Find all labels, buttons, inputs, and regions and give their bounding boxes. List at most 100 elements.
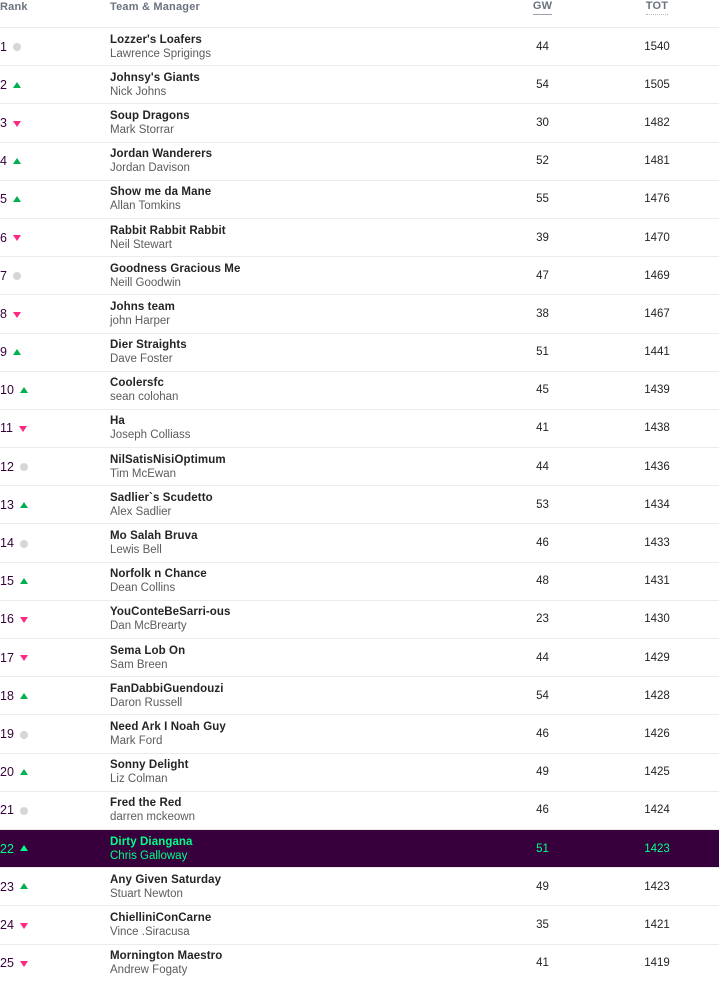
team-name[interactable]: FanDabbiGuendouzi <box>110 682 490 696</box>
team-name[interactable]: Dirty Diangana <box>110 835 490 849</box>
team-name[interactable]: Mornington Maestro <box>110 949 490 963</box>
team-name[interactable]: Lozzer's Loafers <box>110 33 490 47</box>
rank-number: 16 <box>0 613 14 626</box>
team-name[interactable]: Johns team <box>110 300 490 314</box>
team-name[interactable]: Any Given Saturday <box>110 873 490 887</box>
total-points-cell: 1441 <box>595 333 719 371</box>
rank-cell: 11 <box>0 409 110 447</box>
column-header-tot[interactable]: TOT <box>595 0 719 28</box>
team-name[interactable]: Coolersfc <box>110 376 490 390</box>
rank-cell: 15 <box>0 562 110 600</box>
team-name[interactable]: Sonny Delight <box>110 758 490 772</box>
team-name[interactable]: Fred the Red <box>110 796 490 810</box>
team-name[interactable]: Mo Salah Bruva <box>110 529 490 543</box>
rank-wrapper: 23 <box>0 881 29 894</box>
rank-wrapper: 25 <box>0 957 29 970</box>
total-points-cell: 1467 <box>595 295 719 333</box>
team-name[interactable]: Dier Straights <box>110 338 490 352</box>
column-header-gw-label[interactable]: GW <box>533 0 552 15</box>
rank-number: 11 <box>0 422 13 435</box>
team-name[interactable]: Ha <box>110 414 490 428</box>
team-name[interactable]: Show me da Mane <box>110 185 490 199</box>
team-name[interactable]: YouConteBeSarri-ous <box>110 605 490 619</box>
rank-wrapper: 5 <box>0 193 22 206</box>
total-points-cell: 1431 <box>595 562 719 600</box>
manager-name: Andrew Fogaty <box>110 963 490 977</box>
rank-wrapper: 14 <box>0 537 29 550</box>
rank-number: 2 <box>0 79 7 92</box>
team-name[interactable]: Rabbit Rabbit Rabbit <box>110 224 490 238</box>
table-header: Rank Team & Manager GW TOT <box>0 0 719 28</box>
team-name[interactable]: Sadlier`s Scudetto <box>110 491 490 505</box>
triangle-up-icon <box>13 157 22 166</box>
team-name[interactable]: Johnsy's Giants <box>110 71 490 85</box>
total-points-cell: 1426 <box>595 715 719 753</box>
rank-cell: 10 <box>0 371 110 409</box>
team-name[interactable]: NilSatisNisiOptimum <box>110 453 490 467</box>
column-header-gw[interactable]: GW <box>490 0 595 28</box>
team-name[interactable]: Sema Lob On <box>110 644 490 658</box>
team-name[interactable]: Jordan Wanderers <box>110 147 490 161</box>
team-name[interactable]: ChielliniConCarne <box>110 911 490 925</box>
team-name[interactable]: Soup Dragons <box>110 109 490 123</box>
rank-number: 12 <box>0 461 14 474</box>
team-name[interactable]: Norfolk n Chance <box>110 567 490 581</box>
team-name[interactable]: Need Ark I Noah Guy <box>110 720 490 734</box>
team-name[interactable]: Goodness Gracious Me <box>110 262 490 276</box>
column-header-tot-label[interactable]: TOT <box>646 0 668 15</box>
rank-cell: 8 <box>0 295 110 333</box>
gameweek-points-cell: 51 <box>490 333 595 371</box>
triangle-up-icon <box>13 81 22 90</box>
